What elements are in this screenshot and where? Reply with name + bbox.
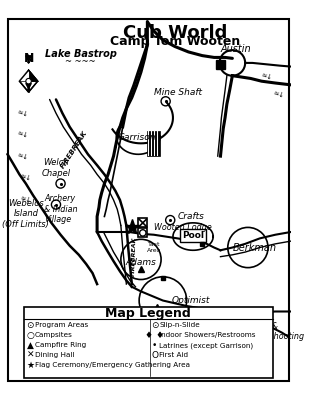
- Text: ▲: ▲: [27, 341, 34, 350]
- Text: ≈↓: ≈↓: [19, 196, 32, 204]
- Text: ⊙: ⊙: [27, 321, 34, 330]
- Text: Archery
& Indian
Village: Archery & Indian Village: [44, 194, 78, 224]
- Circle shape: [26, 78, 31, 84]
- Text: Welch
Chapel: Welch Chapel: [41, 158, 71, 178]
- Text: Slip-n-Slide: Slip-n-Slide: [159, 322, 200, 328]
- Text: ✕: ✕: [27, 351, 34, 360]
- Text: ≈↓: ≈↓: [16, 109, 29, 118]
- Text: ⊙: ⊙: [151, 321, 158, 330]
- Text: FIREBREAK: FIREBREAK: [60, 130, 89, 170]
- Text: O: O: [151, 351, 158, 360]
- Text: Latrines (except Garrison): Latrines (except Garrison): [159, 342, 253, 348]
- Text: Optimist: Optimist: [172, 296, 210, 305]
- Text: Wooten Lodge: Wooten Lodge: [154, 223, 212, 232]
- Text: Camp Tom Wooten: Camp Tom Wooten: [110, 34, 240, 48]
- Text: Indoor Showers/Restrooms: Indoor Showers/Restrooms: [159, 332, 256, 338]
- Text: Cub World: Cub World: [123, 24, 227, 42]
- Text: First Aid: First Aid: [159, 352, 188, 358]
- Text: Mine Shaft: Mine Shaft: [154, 88, 202, 97]
- Bar: [138, 218, 147, 228]
- Text: ≈↓: ≈↓: [16, 152, 29, 160]
- Text: •: •: [152, 341, 157, 350]
- Text: N: N: [23, 52, 34, 65]
- Text: ★: ★: [26, 361, 34, 370]
- Text: ≈↓: ≈↓: [272, 90, 285, 99]
- Polygon shape: [19, 70, 29, 81]
- Text: ~ ~~~: ~ ~~~: [65, 56, 96, 66]
- Text: Adams: Adams: [125, 258, 156, 267]
- Text: ○: ○: [27, 331, 34, 340]
- Bar: [24, 307, 273, 378]
- Text: ≈↓: ≈↓: [16, 130, 29, 139]
- Text: Tast
Area: Tast Area: [147, 242, 161, 253]
- Bar: [147, 130, 160, 156]
- Text: Dining Hall: Dining Hall: [35, 352, 74, 358]
- Bar: [138, 228, 147, 238]
- Text: Pool: Pool: [182, 231, 204, 240]
- Text: Berkman: Berkman: [232, 242, 276, 252]
- Text: Campsites: Campsites: [35, 332, 73, 338]
- Text: Lake Bastrop: Lake Bastrop: [45, 49, 117, 59]
- Text: Webelos
Island
(Off Limits): Webelos Island (Off Limits): [2, 199, 49, 229]
- Bar: [216, 60, 225, 69]
- Text: ♦ ♦: ♦ ♦: [145, 331, 164, 340]
- Polygon shape: [29, 70, 38, 81]
- Text: Austin: Austin: [221, 44, 251, 54]
- Text: Garrison: Garrison: [117, 133, 156, 142]
- Text: Flag Ceremony/Emergency Gathering Area: Flag Ceremony/Emergency Gathering Area: [35, 362, 190, 368]
- Text: FIREBREAK: FIREBREAK: [130, 237, 137, 276]
- FancyBboxPatch shape: [180, 229, 206, 242]
- Text: Map Legend: Map Legend: [105, 307, 191, 320]
- Text: ≈↓: ≈↓: [19, 173, 32, 182]
- Text: Campfire Ring: Campfire Ring: [35, 342, 86, 348]
- Text: Fort
Houston &
BB Gun Shooting: Fort Houston & BB Gun Shooting: [236, 311, 304, 341]
- Text: Program Areas: Program Areas: [35, 322, 88, 328]
- Text: Crafts: Crafts: [178, 212, 204, 221]
- Polygon shape: [19, 70, 38, 92]
- Text: ≈↓: ≈↓: [260, 72, 273, 81]
